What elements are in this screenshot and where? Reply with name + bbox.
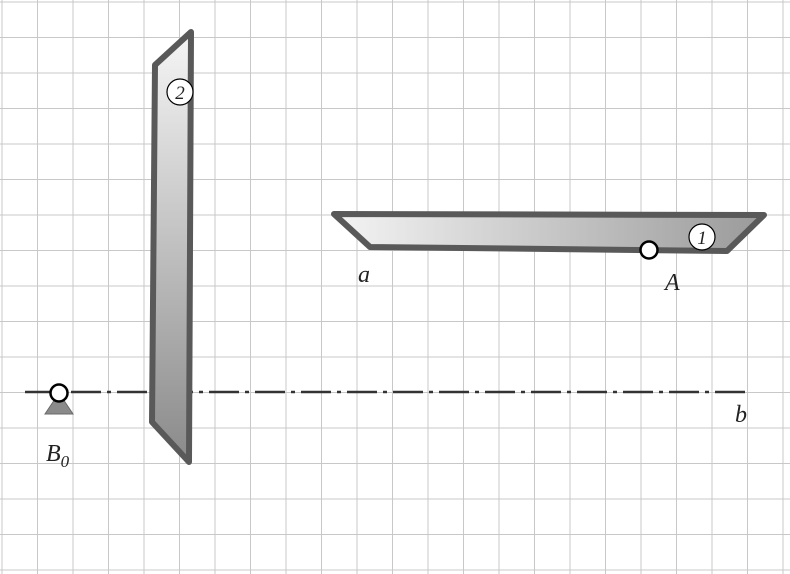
support-b0	[44, 383, 74, 415]
label-b: b	[735, 402, 747, 428]
plate-1	[331, 211, 767, 254]
label-A: A	[663, 270, 680, 296]
point-a	[639, 240, 659, 260]
label-B0: B0	[46, 441, 70, 471]
plate-2-number: 2	[175, 83, 185, 104]
pivot-b0	[49, 383, 69, 403]
plate-1-number-marker: 1	[688, 223, 716, 251]
plate-2-number-marker: 2	[166, 78, 194, 106]
plate-2	[149, 29, 194, 465]
label-a: a	[358, 262, 370, 288]
support-triangle	[44, 392, 74, 415]
label-B0-main: B	[46, 441, 61, 467]
plate-1-number: 1	[697, 228, 707, 249]
label-B0-subscript: 0	[61, 452, 70, 471]
